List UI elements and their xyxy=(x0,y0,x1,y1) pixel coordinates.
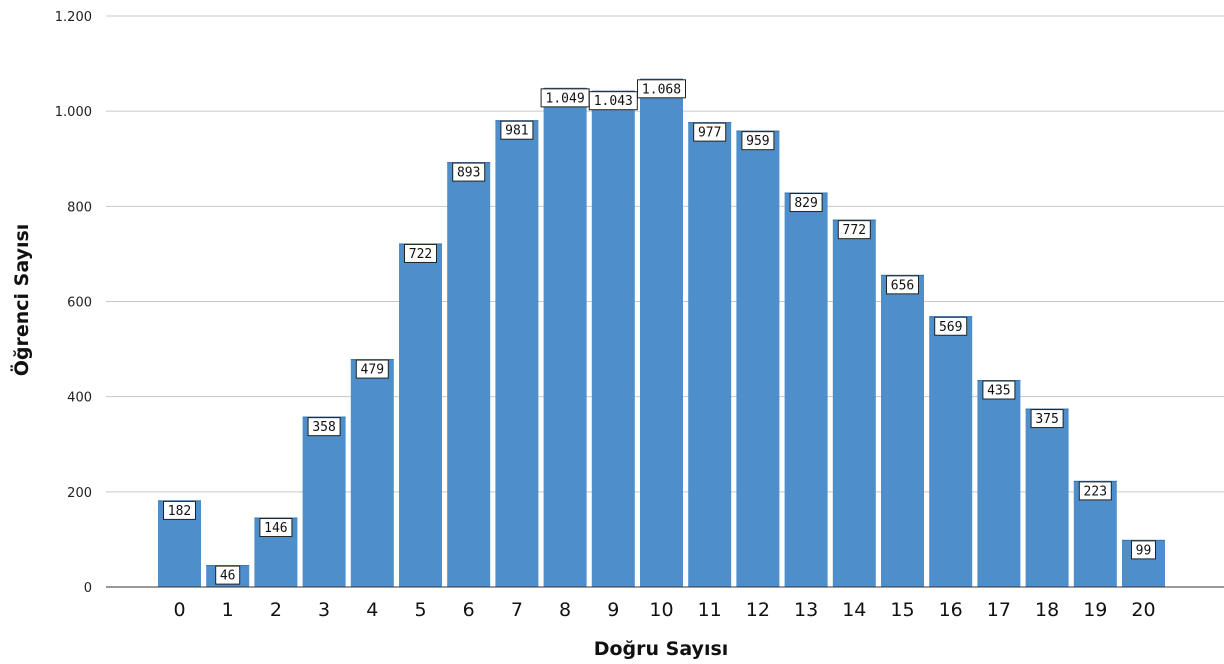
data-label-box xyxy=(1078,481,1112,501)
x-tick-label: 20 xyxy=(1131,599,1155,621)
data-label: 722 xyxy=(409,247,432,262)
data-label: 981 xyxy=(505,124,528,139)
data-label-box xyxy=(982,380,1016,400)
bar xyxy=(447,162,491,588)
data-label: 1.043 xyxy=(594,94,633,109)
x-tick-label: 17 xyxy=(987,599,1011,621)
x-axis-ticks: 0 1 2 3 4 5 6 7 8 9 10 11 12 13 14 15 16 17 18 19 20 xyxy=(173,599,1155,621)
data-label: 656 xyxy=(891,278,914,293)
data-label: 358 xyxy=(312,420,335,435)
x-tick-label: 2 xyxy=(270,599,282,621)
x-tick-label: 13 xyxy=(794,599,818,621)
x-axis-title: Doğru Sayısı xyxy=(594,638,729,660)
bars xyxy=(158,78,1165,588)
y-axis-ticks: 0 200 400 600 800 1.000 1.200 xyxy=(55,10,92,596)
x-tick-label: 10 xyxy=(649,599,673,621)
data-label: 569 xyxy=(939,320,962,335)
bar xyxy=(495,120,539,588)
data-label-box xyxy=(741,131,775,151)
x-tick-label: 6 xyxy=(463,599,475,621)
data-label-box xyxy=(588,91,638,111)
y-tick-label: 200 xyxy=(67,486,92,501)
data-label-box xyxy=(404,243,437,263)
data-label: 46 xyxy=(220,569,236,584)
bar xyxy=(977,380,1021,587)
data-label-box xyxy=(259,518,293,538)
data-label-box xyxy=(934,316,968,336)
bar xyxy=(1025,408,1069,587)
data-label: 435 xyxy=(987,384,1010,399)
data-label: 182 xyxy=(168,504,191,519)
bar xyxy=(688,122,732,587)
data-label-box xyxy=(163,500,196,520)
bar xyxy=(736,130,780,587)
data-label-box xyxy=(1131,540,1156,560)
data-label: 1.049 xyxy=(546,91,585,106)
data-label-box xyxy=(355,359,389,379)
bar xyxy=(302,416,346,587)
data-label-box xyxy=(307,417,341,437)
data-label-box xyxy=(886,275,919,295)
bar xyxy=(591,90,635,587)
data-label: 829 xyxy=(794,196,817,211)
data-label-box xyxy=(637,79,686,99)
data-label-box xyxy=(215,565,241,585)
x-tick-label: 12 xyxy=(746,599,770,621)
x-tick-label: 18 xyxy=(1035,599,1059,621)
y-tick-label: 0 xyxy=(84,581,92,596)
bar xyxy=(784,192,828,587)
data-label: 893 xyxy=(457,166,480,181)
x-tick-label: 5 xyxy=(414,599,426,621)
bar xyxy=(640,78,683,587)
bar xyxy=(543,87,587,587)
x-tick-label: 4 xyxy=(366,599,378,621)
x-tick-label: 9 xyxy=(607,599,619,621)
data-label: 1.068 xyxy=(642,82,681,97)
x-tick-label: 8 xyxy=(559,599,571,621)
y-tick-label: 1.000 xyxy=(55,105,92,120)
y-tick-label: 400 xyxy=(67,391,92,406)
data-label-box xyxy=(789,193,823,213)
x-tick-label: 19 xyxy=(1083,599,1107,621)
x-tick-label: 11 xyxy=(698,599,722,621)
data-label-box xyxy=(693,122,727,142)
y-tick-label: 600 xyxy=(67,296,92,311)
data-label: 479 xyxy=(361,363,384,378)
bar xyxy=(832,219,876,587)
x-tick-label: 15 xyxy=(890,599,914,621)
data-label: 99 xyxy=(1136,543,1152,558)
x-tick-label: 16 xyxy=(939,599,963,621)
y-axis-title: Öğrenci Sayısı xyxy=(9,224,33,377)
data-labels: 182 46 146 358 479 722 893 981 1.049 1.043 1.068 97… xyxy=(163,79,1156,585)
x-tick-label: 1 xyxy=(222,599,234,621)
data-label: 223 xyxy=(1084,484,1107,499)
x-tick-label: 3 xyxy=(318,599,330,621)
x-tick-label: 0 xyxy=(173,599,185,621)
x-tick-label: 14 xyxy=(842,599,866,621)
y-tick-label: 1.200 xyxy=(55,10,92,25)
y-tick-label: 800 xyxy=(67,200,92,215)
data-label: 375 xyxy=(1035,412,1058,427)
data-label-box xyxy=(452,162,486,182)
bar xyxy=(929,316,973,587)
bar xyxy=(350,359,394,587)
bar xyxy=(399,243,442,587)
data-label: 959 xyxy=(746,134,769,149)
data-label: 772 xyxy=(843,223,866,238)
x-tick-label: 7 xyxy=(511,599,523,621)
data-label-box xyxy=(500,120,534,140)
data-label-box xyxy=(837,220,871,240)
data-label: 146 xyxy=(264,521,287,536)
data-label: 977 xyxy=(698,126,721,141)
bar xyxy=(881,274,924,587)
data-label-box xyxy=(1030,409,1064,429)
